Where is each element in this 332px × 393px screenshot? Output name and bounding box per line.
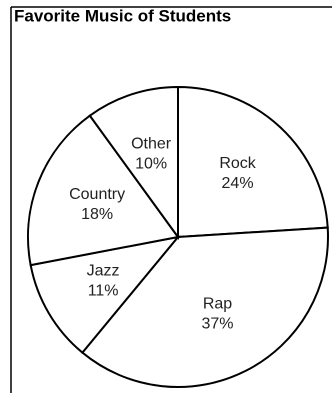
chart-title: Favorite Music of Students (14, 6, 231, 25)
pie-slice (80, 226, 329, 388)
pie-slice (27, 114, 180, 267)
slice-label: Jazz (87, 263, 120, 280)
slice-label: Rap (203, 296, 232, 313)
slice-value-label: 10% (135, 155, 167, 172)
slice-label: Other (131, 135, 172, 152)
pie-slice (88, 85, 179, 241)
slice-value-label: 24% (222, 175, 254, 192)
slice-value-label: 37% (201, 316, 233, 333)
slice-value-label: 18% (81, 206, 113, 223)
pie-slice (29, 235, 181, 354)
pie-slice (177, 85, 329, 239)
slice-label: Rock (219, 155, 256, 172)
slice-label: Country (69, 186, 125, 203)
slice-value-label: 11% (88, 283, 119, 300)
